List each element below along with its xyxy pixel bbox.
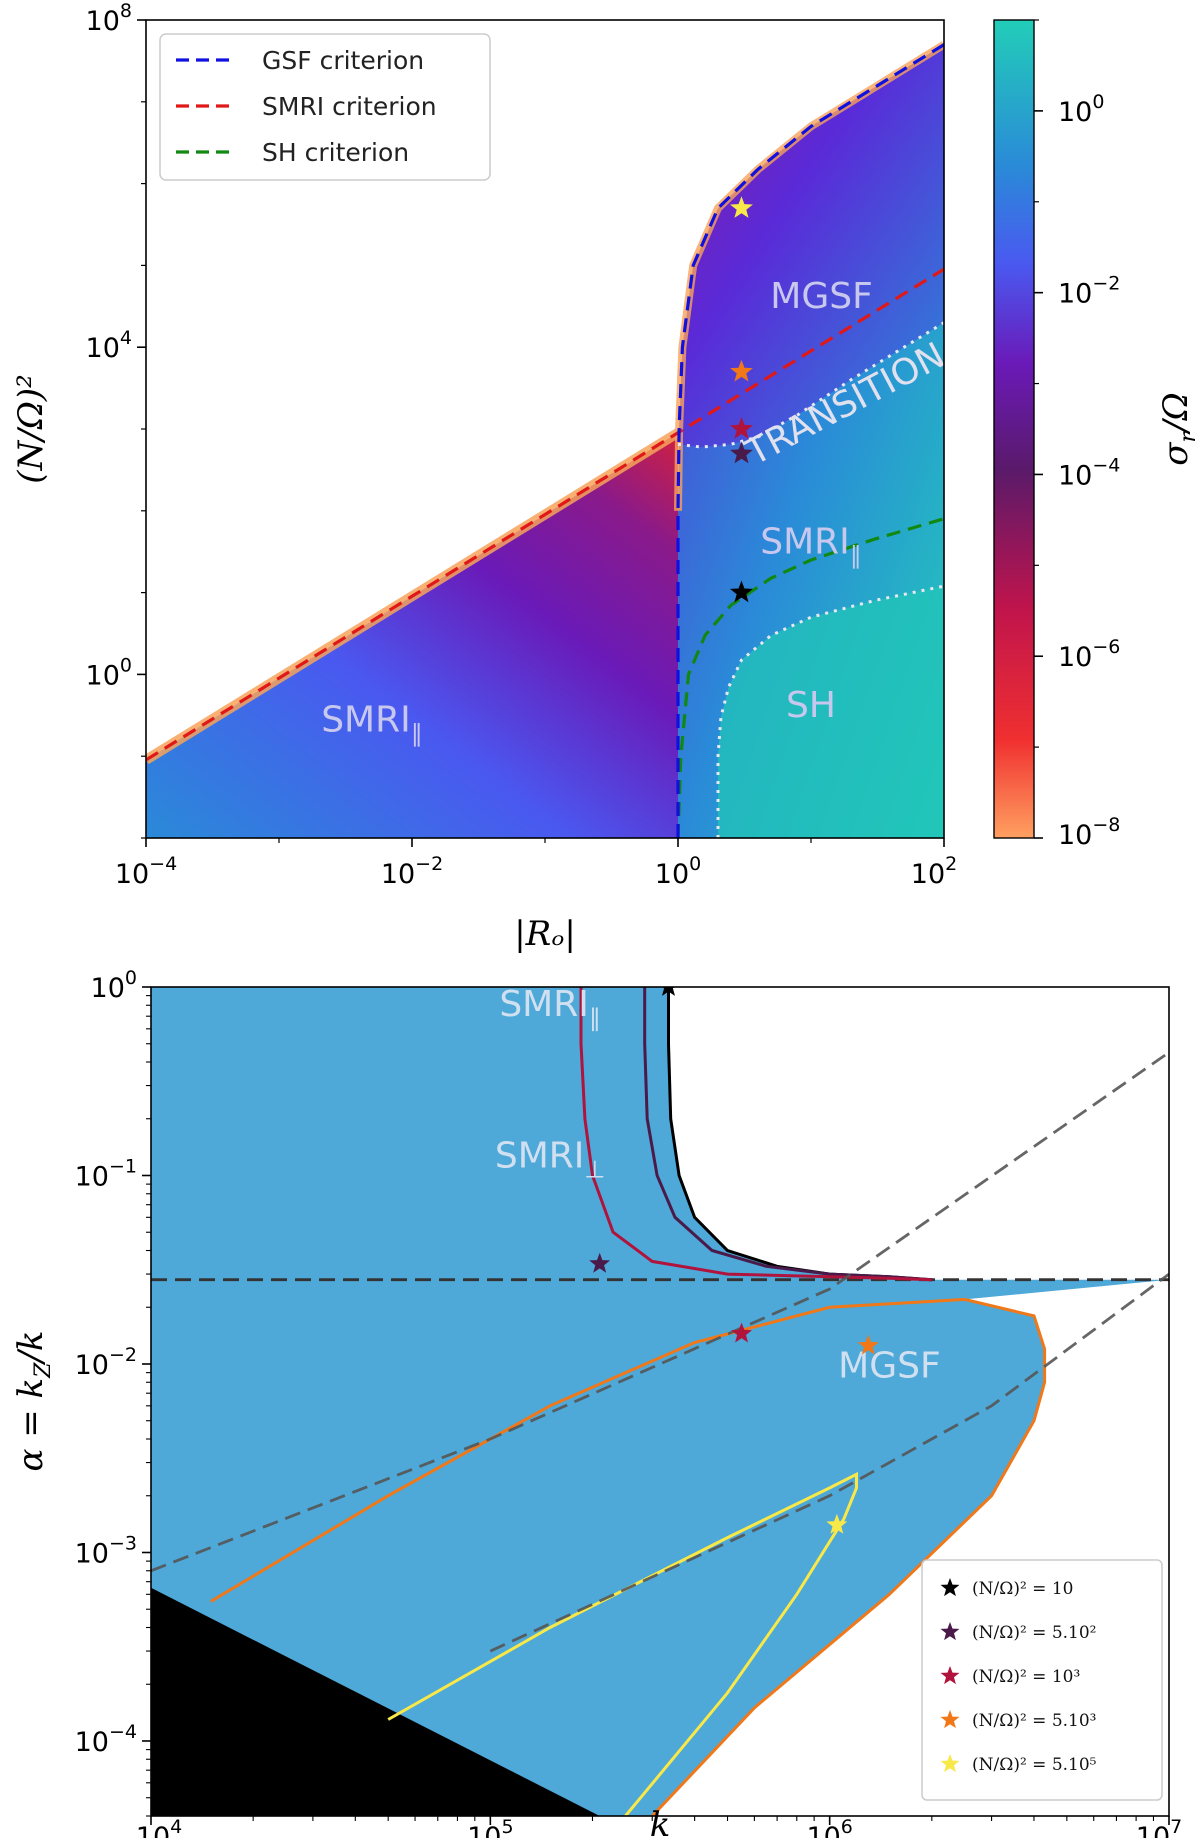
colorbar-tick-label-0: 100 xyxy=(1058,91,1104,128)
bottom-marker-2 xyxy=(731,1322,752,1343)
bottom-legend-label-3: (N/Ω)² = 5.10³ xyxy=(972,1711,1097,1731)
top-region-label-3: SH xyxy=(786,685,836,726)
top-y-axis-label: (N/Ω)² xyxy=(11,374,51,484)
top-x-axis-label: |Rₒ| xyxy=(514,914,576,954)
sh-region-fill xyxy=(718,586,944,838)
transition-boundary-line xyxy=(677,321,944,449)
bottom-x-axis-label: k xyxy=(650,1805,671,1838)
bottom-legend-marker-4 xyxy=(940,1754,960,1773)
bottom-y-tick-label-2: 10−2 xyxy=(75,1344,137,1381)
bottom-x-tick-label-0: 104 xyxy=(136,1816,182,1838)
bottom-legend-marker-3 xyxy=(940,1710,960,1729)
top-x-tick-label-1: 10−2 xyxy=(381,853,443,890)
colorbar-tick-label-1: 10−2 xyxy=(1058,273,1120,310)
top-x-tick-label-3: 102 xyxy=(911,853,957,890)
white-region-top-right xyxy=(668,987,1169,1280)
colorbar-gradient xyxy=(994,20,1034,838)
bottom-legend-marker-2 xyxy=(940,1666,960,1685)
bottom-y-tick-label-4: 10−4 xyxy=(75,1721,137,1758)
top-x-tick-label-0: 10−4 xyxy=(115,853,177,890)
bottom-y-tick-label-0: 100 xyxy=(91,967,137,1004)
top-legend: GSF criterion SMRI criterion SH criterion xyxy=(159,33,491,181)
bottom-x-tick-label-1: 105 xyxy=(467,1816,513,1838)
top-legend-label-0: GSF criterion xyxy=(262,46,424,75)
bottom-legend: (N/Ω)² = 10 (N/Ω)² = 5.10² (N/Ω)² = 10³ (N/… xyxy=(921,1559,1163,1801)
top-region-label-0: MGSF xyxy=(770,276,873,317)
bottom-series-6 xyxy=(489,1272,1169,1653)
top-y-tick-label-1: 104 xyxy=(86,327,132,364)
bottom-panel: SMRI∥ SMRI⊥ MGSF 104 105 106 107 100 10−1 10−2 10… xyxy=(11,967,1182,1838)
bottom-series-2 xyxy=(579,987,932,1282)
bottom-plot-frame xyxy=(150,986,1170,1817)
top-region-label-4: SMRI∥ xyxy=(321,700,423,748)
bottom-legend-marker-1 xyxy=(940,1622,960,1641)
bottom-legend-label-2: (N/Ω)² = 10³ xyxy=(972,1667,1080,1687)
bottom-region-label-0: SMRI∥ xyxy=(499,984,601,1032)
top-marker-2 xyxy=(730,417,753,439)
colorbar-tick-label-3: 10−6 xyxy=(1058,636,1120,673)
colorbar-tick-label-4: 10−8 xyxy=(1058,814,1120,851)
top-marker-0 xyxy=(730,580,753,603)
bottom-series-1 xyxy=(643,987,932,1282)
top-region-label-2: SMRI∥ xyxy=(760,522,862,570)
bottom-y-axis-label: α = kZ/k xyxy=(11,1330,56,1471)
mgsf-region-fill xyxy=(678,44,944,448)
bottom-x-tick-label-2: 106 xyxy=(806,1816,852,1838)
bottom-x-tick-label-3: 107 xyxy=(1136,1816,1182,1838)
sh-boundary-line xyxy=(716,584,944,838)
colorbar: 100 10−2 10−4 10−6 10−8 σr/Ω xyxy=(993,19,1200,851)
bottom-marker-4 xyxy=(826,1513,848,1534)
top-y-tick-label-2: 108 xyxy=(86,0,132,37)
top-legend-label-1: SMRI criterion xyxy=(262,92,437,121)
gsf-criterion-line xyxy=(676,43,944,838)
colorbar-frame xyxy=(993,19,1035,839)
bottom-series-4 xyxy=(387,1471,858,1816)
bottom-legend-box xyxy=(921,1559,1163,1801)
top-marker-4 xyxy=(730,196,753,218)
top-legend-label-2: SH criterion xyxy=(262,138,409,167)
bottom-y-tick-label-1: 10−1 xyxy=(75,1155,137,1192)
bottom-legend-label-0: (N/Ω)² = 10 xyxy=(972,1579,1073,1599)
bottom-series-5 xyxy=(151,1051,1169,1573)
gsf-region-edge xyxy=(674,41,944,511)
sh-criterion-line xyxy=(676,517,944,838)
black-region xyxy=(151,1587,600,1816)
colorbar-tick-label-2: 10−4 xyxy=(1058,454,1120,491)
bottom-marker-0 xyxy=(662,987,675,996)
left-region-fill xyxy=(146,432,678,838)
bottom-region-label-2: MGSF xyxy=(838,1345,941,1386)
bottom-legend-marker-0 xyxy=(940,1578,960,1597)
bottom-marker-3 xyxy=(857,1334,879,1355)
bottom-series-3 xyxy=(210,1297,1047,1816)
top-marker-3 xyxy=(730,359,753,382)
top-legend-box xyxy=(159,33,491,181)
bottom-region-label-1: SMRI⊥ xyxy=(495,1136,605,1184)
top-x-tick-label-2: 100 xyxy=(655,853,701,890)
top-y-tick-label-0: 100 xyxy=(86,654,132,691)
bottom-legend-label-1: (N/Ω)² = 5.10² xyxy=(972,1623,1097,1643)
colorbar-label: σr/Ω xyxy=(1156,392,1200,465)
bottom-marker-1 xyxy=(589,1252,611,1273)
bottom-y-tick-label-3: 10−3 xyxy=(75,1532,137,1569)
bottom-legend-label-4: (N/Ω)² = 5.10⁵ xyxy=(972,1755,1097,1775)
top-marker-1 xyxy=(730,441,753,464)
